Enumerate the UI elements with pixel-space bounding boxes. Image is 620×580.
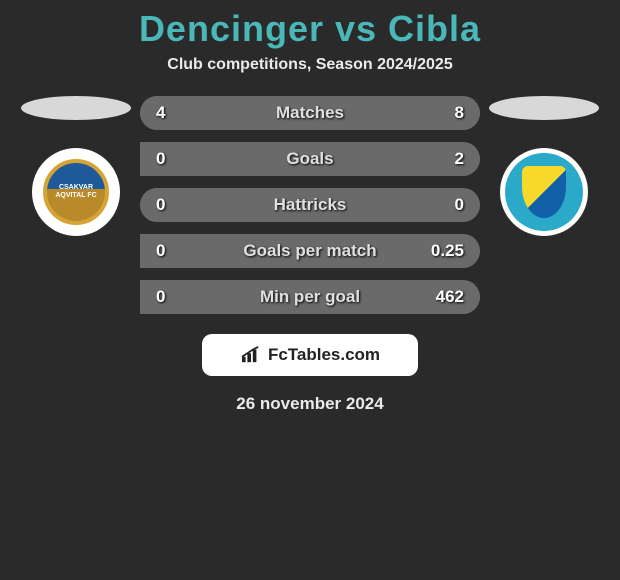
stat-label: Hattricks	[274, 195, 347, 215]
right-club-column	[484, 96, 604, 236]
stat-value-right: 8	[455, 103, 464, 123]
brand-label: FcTables.com	[268, 345, 380, 365]
stat-row: 0 Min per goal 462	[140, 280, 480, 314]
stat-value-right: 462	[436, 287, 464, 307]
stat-value-left: 0	[156, 241, 165, 261]
stat-label: Min per goal	[260, 287, 360, 307]
badge-text-top: CSAKVAR	[59, 184, 93, 192]
badge-text-bottom: AQVITAL FC	[55, 192, 96, 200]
stat-row: 0 Goals 2	[140, 142, 480, 176]
stat-rows: 4 Matches 8 0 Goals 2 0 Hattricks 0 0 Goals per ma…	[140, 96, 480, 314]
stat-value-right: 0.25	[431, 241, 464, 261]
left-club-column: CSAKVAR AQVITAL FC	[16, 96, 136, 236]
stat-label: Goals	[286, 149, 333, 169]
brand-badge[interactable]: FcTables.com	[202, 334, 418, 376]
page-title: Dencinger vs Cibla	[0, 8, 620, 50]
stat-row: 0 Goals per match 0.25	[140, 234, 480, 268]
stat-value-right: 2	[455, 149, 464, 169]
chart-icon	[240, 346, 262, 364]
stat-value-right: 0	[455, 195, 464, 215]
player-silhouette-right	[489, 96, 599, 120]
comparison-panel: CSAKVAR AQVITAL FC 4 Matches 8 0 Goals 2 0 Hatt…	[0, 96, 620, 314]
right-club-badge	[500, 148, 588, 236]
date-label: 26 november 2024	[0, 394, 620, 414]
stat-label: Matches	[276, 103, 344, 123]
stat-value-left: 4	[156, 103, 165, 123]
left-club-badge: CSAKVAR AQVITAL FC	[32, 148, 120, 236]
mezokovesd-logo	[505, 153, 583, 231]
stat-value-left: 0	[156, 287, 165, 307]
stat-label: Goals per match	[243, 241, 376, 261]
stat-row: 0 Hattricks 0	[140, 188, 480, 222]
stat-row: 4 Matches 8	[140, 96, 480, 130]
stat-value-left: 0	[156, 149, 165, 169]
shield-icon	[522, 166, 566, 218]
csakvar-logo: CSAKVAR AQVITAL FC	[43, 159, 109, 225]
stat-value-left: 0	[156, 195, 165, 215]
page-subtitle: Club competitions, Season 2024/2025	[0, 56, 620, 74]
player-silhouette-left	[21, 96, 131, 120]
